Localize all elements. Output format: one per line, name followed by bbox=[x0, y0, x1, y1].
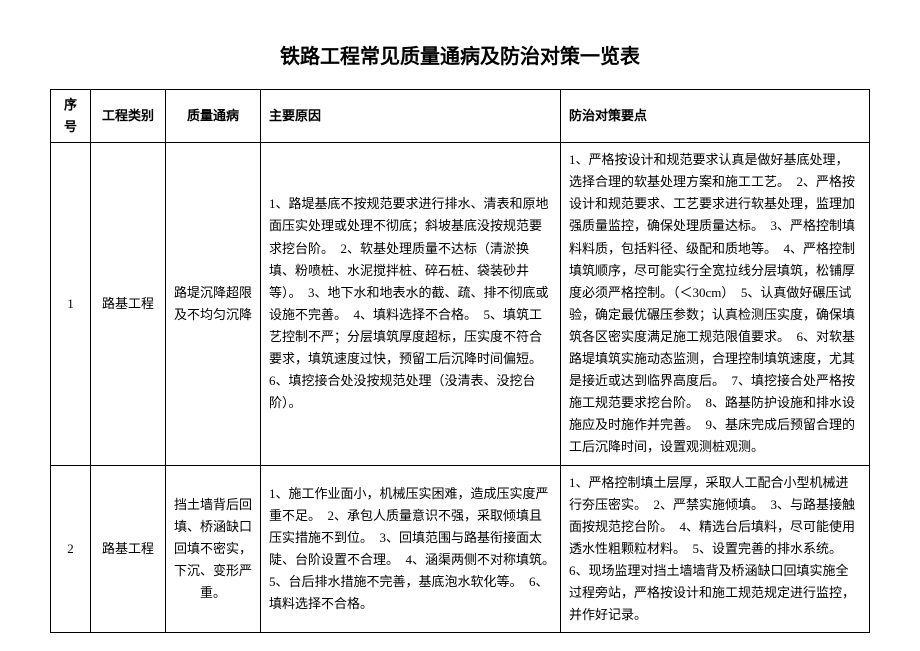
cell-counter: 1、严格按设计和规范要求认真是做好基底处理，选择合理的软基处理方案和施工工艺。 … bbox=[561, 143, 870, 465]
cell-defect: 路堤沉降超限及不均匀沉降 bbox=[166, 143, 261, 465]
cell-counter: 1、严格控制填土层厚，采取人工配合小型机械进行夯压密实。 2、严禁实施倾填。 3… bbox=[561, 465, 870, 633]
cell-type: 路基工程 bbox=[91, 465, 166, 633]
header-seq: 序号 bbox=[51, 90, 91, 143]
defect-table: 序号 工程类别 质量通病 主要原因 防治对策要点 1 路基工程 路堤沉降超限及不… bbox=[50, 89, 870, 633]
table-header-row: 序号 工程类别 质量通病 主要原因 防治对策要点 bbox=[51, 90, 870, 143]
header-defect: 质量通病 bbox=[166, 90, 261, 143]
table-row: 2 路基工程 挡土墙背后回填、桥涵缺口回填不密实，下沉、变形严重。 1、施工作业… bbox=[51, 465, 870, 633]
header-type: 工程类别 bbox=[91, 90, 166, 143]
cell-cause: 1、施工作业面小，机械压实困难，造成压实度严重不足。 2、承包人质量意识不强，采… bbox=[261, 465, 561, 633]
header-counter: 防治对策要点 bbox=[561, 90, 870, 143]
cell-seq: 2 bbox=[51, 465, 91, 633]
table-row: 1 路基工程 路堤沉降超限及不均匀沉降 1、路堤基底不按规范要求进行排水、清表和… bbox=[51, 143, 870, 465]
cell-defect: 挡土墙背后回填、桥涵缺口回填不密实，下沉、变形严重。 bbox=[166, 465, 261, 633]
cell-cause: 1、路堤基底不按规范要求进行排水、清表和原地面压实处理或处理不彻底；斜坡基底没按… bbox=[261, 143, 561, 465]
header-cause: 主要原因 bbox=[261, 90, 561, 143]
cell-type: 路基工程 bbox=[91, 143, 166, 465]
cell-seq: 1 bbox=[51, 143, 91, 465]
page-title: 铁路工程常见质量通病及防治对策一览表 bbox=[50, 40, 870, 69]
